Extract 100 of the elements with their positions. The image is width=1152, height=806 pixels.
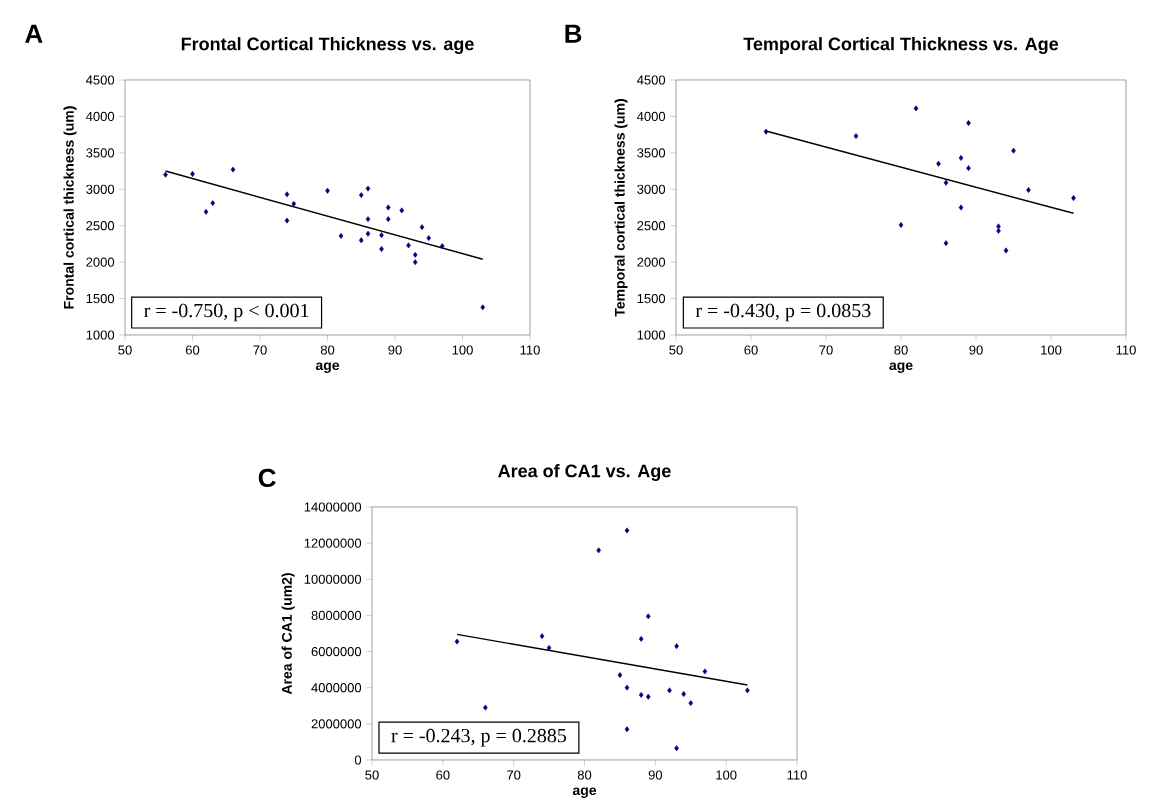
y-tick-label: 6000000 bbox=[311, 646, 362, 657]
y-tick-label: 12000000 bbox=[304, 538, 362, 548]
annotation: r = -0.750, p < 0.001 bbox=[144, 303, 309, 322]
point bbox=[284, 217, 290, 224]
x-tick-label: 70 bbox=[253, 345, 267, 355]
x-tick-label: 100 bbox=[1041, 345, 1062, 355]
point bbox=[1003, 247, 1009, 254]
x-tick-label: 110 bbox=[1116, 345, 1136, 355]
point bbox=[958, 204, 964, 211]
point bbox=[645, 693, 651, 700]
x-tick-label: 80 bbox=[894, 345, 908, 355]
point bbox=[996, 227, 1001, 234]
y-tick-label: 4000000 bbox=[311, 683, 362, 693]
point bbox=[480, 304, 486, 311]
point bbox=[638, 635, 644, 642]
point bbox=[853, 133, 859, 140]
point bbox=[667, 687, 672, 694]
point bbox=[943, 179, 949, 186]
y-tick-label: 3000 bbox=[637, 184, 666, 194]
point bbox=[674, 643, 679, 650]
x-tick-label: 60 bbox=[185, 345, 200, 355]
x-axis-title: age bbox=[315, 362, 340, 373]
y-axis-title: Frontal cortical thickness (um) bbox=[63, 106, 77, 309]
point bbox=[203, 208, 209, 215]
x-tick-label: 50 bbox=[118, 345, 132, 355]
point bbox=[688, 700, 694, 706]
x-tick-label: 50 bbox=[365, 770, 379, 780]
y-tick-label: 3500 bbox=[86, 148, 115, 158]
point bbox=[483, 704, 488, 711]
point bbox=[284, 191, 290, 198]
x-tick-label: 70 bbox=[819, 345, 833, 355]
y-tick-label: 1000 bbox=[637, 330, 666, 340]
x-tick-label: 70 bbox=[507, 770, 521, 780]
y-tick-label: 2500 bbox=[637, 221, 666, 231]
x-tick-label: 80 bbox=[320, 345, 335, 355]
y-tick-label: 2500 bbox=[86, 221, 115, 231]
point bbox=[539, 633, 545, 640]
point bbox=[385, 216, 391, 223]
point bbox=[358, 237, 364, 244]
y-axis-title: Temporal cortical thickness (um) bbox=[614, 99, 628, 317]
y-tick-label: 3000 bbox=[86, 184, 115, 194]
x-tick-label: 90 bbox=[388, 345, 402, 355]
y-tick-label: 2000000 bbox=[311, 719, 362, 729]
x-tick-label: 100 bbox=[452, 345, 473, 355]
point bbox=[412, 251, 418, 258]
y-axis-title: Area of CA1 (um2) bbox=[281, 573, 295, 695]
x-axis-title: age bbox=[572, 787, 597, 798]
y-tick-label: 1500 bbox=[86, 293, 115, 304]
point bbox=[936, 160, 941, 167]
chart-title: Frontal Cortical Thickness vs. age bbox=[181, 37, 474, 54]
point bbox=[406, 242, 411, 249]
point bbox=[365, 216, 371, 223]
point bbox=[943, 240, 949, 247]
x-tick-label: 90 bbox=[969, 345, 983, 355]
y-tick-label: 3500 bbox=[637, 148, 666, 158]
point bbox=[454, 638, 460, 645]
x-tick-label: 50 bbox=[669, 345, 683, 355]
point bbox=[966, 120, 971, 126]
point bbox=[365, 185, 371, 192]
y-tick-label: 4000 bbox=[636, 111, 666, 122]
point bbox=[291, 200, 297, 207]
point bbox=[365, 230, 371, 237]
chart-title: Area of CA1 vs. Age bbox=[498, 464, 671, 481]
y-tick-label: 10000000 bbox=[304, 574, 362, 584]
x-tick-label: 80 bbox=[577, 770, 592, 780]
point bbox=[210, 200, 216, 207]
point bbox=[1011, 147, 1016, 154]
x-tick-label: 110 bbox=[787, 770, 807, 780]
y-tick-label: 4000 bbox=[85, 111, 115, 122]
point bbox=[379, 232, 384, 239]
y-tick-label: 2000 bbox=[637, 257, 666, 267]
point bbox=[638, 691, 644, 698]
point bbox=[385, 204, 391, 211]
point bbox=[439, 243, 445, 250]
x-tick-label: 90 bbox=[648, 770, 663, 780]
point bbox=[996, 223, 1001, 230]
point bbox=[358, 192, 364, 199]
x-tick-label: 100 bbox=[716, 770, 737, 780]
y-tick-label: 8000000 bbox=[311, 610, 362, 621]
point bbox=[624, 726, 630, 733]
point bbox=[624, 684, 630, 691]
point bbox=[325, 187, 330, 194]
point bbox=[624, 527, 630, 534]
text: B bbox=[565, 24, 582, 43]
point bbox=[617, 672, 623, 678]
point bbox=[898, 222, 904, 228]
point bbox=[426, 235, 432, 242]
point bbox=[681, 691, 686, 697]
point bbox=[338, 232, 344, 239]
x-tick-label: 60 bbox=[744, 345, 758, 355]
point bbox=[913, 105, 919, 112]
point bbox=[163, 171, 168, 178]
point bbox=[399, 207, 405, 214]
annotation: r = -0.430, p = 0.0853 bbox=[695, 303, 871, 322]
annotation: r = -0.243, p = 0.2885 bbox=[391, 728, 567, 747]
x-tick-label: 60 bbox=[436, 770, 450, 780]
point bbox=[745, 687, 750, 694]
point bbox=[412, 259, 418, 266]
point bbox=[763, 128, 769, 135]
y-tick-label: 1500 bbox=[637, 293, 666, 304]
